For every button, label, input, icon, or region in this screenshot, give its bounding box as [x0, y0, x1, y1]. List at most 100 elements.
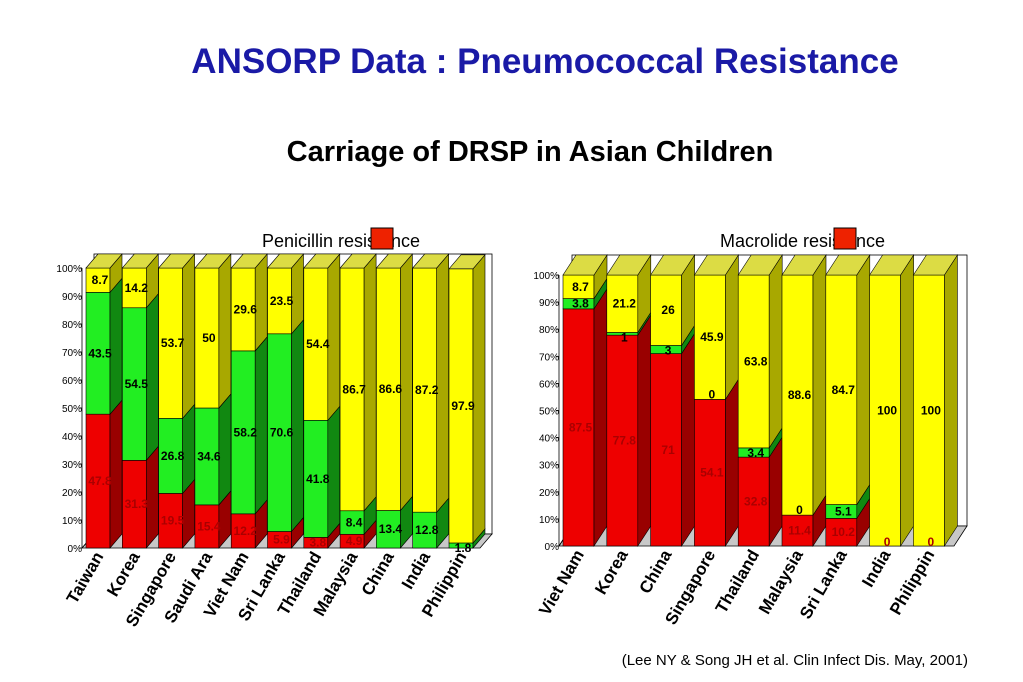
y-tick-label: 100% — [56, 264, 82, 275]
data-label-red: 3.8 — [309, 535, 326, 549]
y-tick-label: 30% — [62, 460, 82, 471]
bar-side-green — [254, 336, 268, 515]
data-label-green: 0 — [796, 503, 803, 517]
data-label-red: 0 — [884, 535, 891, 549]
data-label-green: 3.4 — [747, 446, 764, 460]
bar-segment-green — [412, 511, 438, 549]
bar-top-cap — [266, 253, 305, 269]
data-label-red: 32.8 — [744, 495, 768, 509]
bar-top-cap — [121, 253, 159, 269]
bar-side-red — [593, 287, 608, 548]
y-tick-label: 40% — [62, 432, 82, 443]
y-tick-label: 90% — [539, 298, 559, 309]
chart-penicillin: 0% 10% 20% 30% 40% 50% 60% 70% 80% 90% 100% 47.8 43.… — [56, 227, 493, 630]
data-label-yellow: 21.2 — [613, 297, 637, 311]
bar-side-red — [681, 332, 695, 548]
data-label-red: 54.1 — [700, 466, 724, 480]
bar-segment-yellow — [85, 267, 111, 293]
bar-segment-yellow — [339, 267, 365, 512]
category-label: China — [635, 546, 675, 597]
data-label-yellow: 86.7 — [342, 382, 366, 396]
data-label-yellow: 53.7 — [161, 336, 185, 350]
category-label: Korea — [591, 546, 632, 598]
bar-top-cap — [825, 254, 871, 276]
bar-top-cap — [230, 253, 268, 269]
data-label-red: 4.9 — [346, 534, 363, 548]
data-label-green: 0 — [709, 387, 716, 401]
bar-segment-green — [194, 407, 220, 506]
data-label-red: 12.2 — [234, 524, 258, 538]
y-tick-label: 50% — [62, 404, 82, 415]
data-label-yellow: 100 — [877, 404, 897, 418]
y-tick-label: 60% — [539, 379, 559, 390]
bar-top-cap — [737, 254, 783, 276]
data-label-yellow: 63.8 — [744, 354, 768, 368]
bar-top-cap — [85, 253, 123, 269]
data-label-yellow: 29.6 — [234, 302, 258, 316]
bar-segment-yellow — [376, 267, 401, 511]
legend-swatch — [370, 227, 394, 250]
bar-top-cap — [194, 253, 232, 269]
y-tick-label: 70% — [62, 348, 82, 359]
bar-side-yellow — [254, 253, 268, 352]
chart-macrolide: 0% 10% 20% 30% 40% 50% 60% 70% 80% 90% 100% 87.5 3.8… — [533, 227, 968, 628]
slide-title: ANSORP Data : Pneumococcal Resistance — [191, 42, 899, 81]
bar-segment-yellow — [303, 267, 329, 421]
bar-segment-yellow — [737, 274, 770, 449]
bar-segment-yellow — [230, 267, 256, 352]
data-label-yellow: 8.7 — [92, 273, 109, 287]
data-label-red: 47.8 — [88, 474, 112, 488]
bar-segment-red — [122, 460, 147, 549]
bar-segment-green — [85, 292, 111, 415]
bar-side-green — [182, 403, 195, 495]
bar-top-cap — [303, 253, 341, 269]
bar-side-yellow — [944, 253, 958, 548]
bar-segment-yellow — [158, 267, 183, 419]
bar-top-cap — [869, 254, 915, 276]
data-label-yellow: 54.4 — [306, 337, 330, 351]
data-label-red: 11.4 — [788, 524, 811, 538]
data-label-red: 31.3 — [125, 497, 149, 511]
data-label-green: 13.4 — [379, 522, 403, 536]
bar-segment-red — [85, 413, 111, 549]
bar-segment-green — [376, 510, 401, 549]
bar-side-yellow — [436, 253, 450, 513]
y-tick-label: 30% — [539, 461, 559, 472]
data-label-green: 54.5 — [125, 377, 149, 391]
data-label-green: 70.6 — [270, 426, 294, 440]
bar-side-yellow — [812, 253, 827, 517]
category-label: Philippin — [886, 547, 938, 619]
bar-side-yellow — [900, 253, 914, 548]
category-label: Viet Nam — [535, 547, 588, 619]
y-tick-label: 20% — [62, 488, 82, 499]
bar-side-yellow — [768, 253, 783, 449]
bar-segment-yellow — [650, 274, 682, 346]
y-tick-label: 10% — [62, 516, 82, 527]
y-tick-label: 90% — [62, 292, 82, 303]
bar-segment-green — [122, 307, 147, 461]
data-label-yellow: 45.9 — [700, 330, 724, 344]
data-label-yellow: 88.6 — [788, 388, 812, 402]
bar-side-red — [109, 399, 123, 549]
data-label-red: 87.5 — [569, 420, 593, 434]
bar-segment-yellow — [694, 274, 726, 400]
bar-side-red — [146, 445, 159, 549]
bar-segment-green — [158, 418, 183, 494]
category-label: China — [358, 548, 398, 599]
bar-side-green — [109, 277, 123, 415]
bar-top-cap — [157, 253, 196, 269]
legend-label: Macrolide resistance — [720, 231, 885, 251]
y-tick-label: 50% — [539, 407, 559, 418]
bar-top-cap — [412, 253, 450, 269]
bar-segment-yellow — [825, 274, 858, 505]
y-tick-label: 70% — [539, 352, 559, 363]
data-label-green: 34.6 — [197, 449, 221, 463]
data-label-green: 3.8 — [572, 297, 589, 311]
bar-side-yellow — [327, 253, 341, 422]
bar-side-green — [327, 405, 341, 539]
bar-segment-green — [303, 420, 329, 538]
data-label-green: 43.5 — [88, 346, 112, 360]
bar-side-red — [637, 314, 652, 548]
bar-top-cap — [693, 254, 739, 276]
